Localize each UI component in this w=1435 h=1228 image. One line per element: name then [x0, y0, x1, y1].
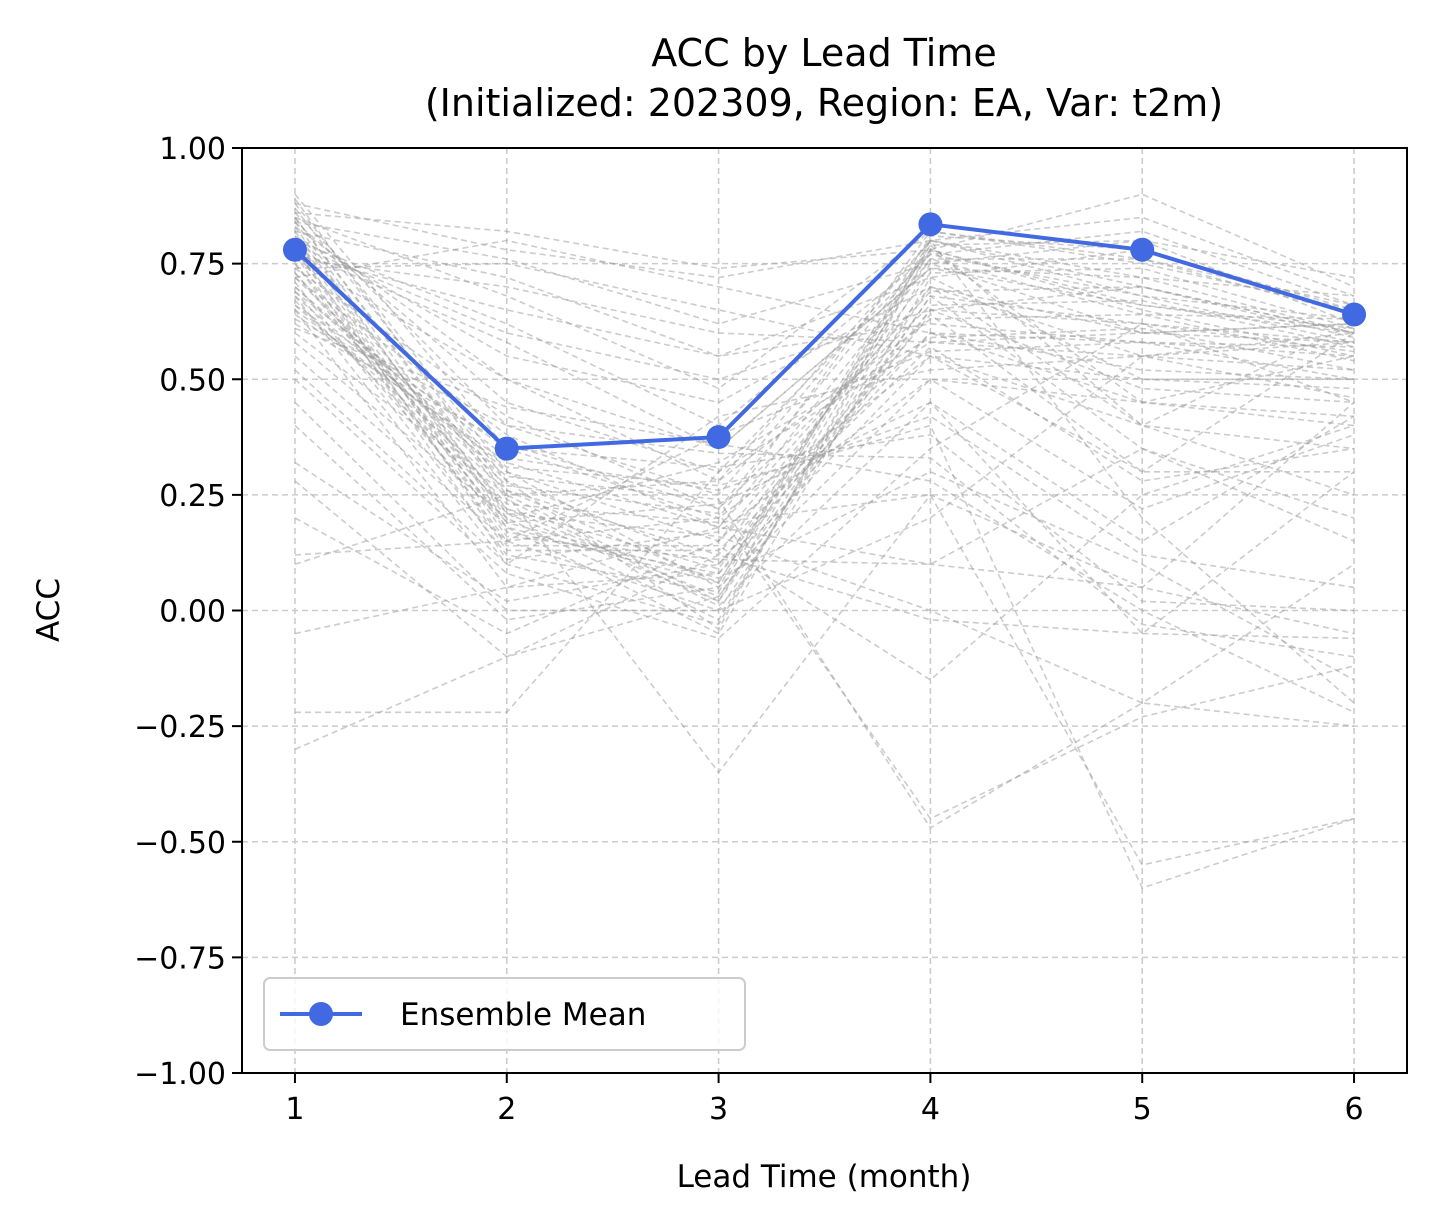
member-line-69: [294, 304, 1355, 612]
y-tick-label-4: 0.25: [159, 479, 226, 514]
y-tick-label-1: 1.00: [159, 132, 226, 167]
x-axis-label: Lead Time (month): [677, 1159, 972, 1195]
member-line-64: [294, 235, 1354, 575]
member-line-46: [294, 285, 1355, 635]
x-tick-label-6: 6: [1344, 1092, 1363, 1127]
member-line-43: [294, 355, 1355, 621]
member-line-49: [294, 526, 1355, 635]
legend-marker-swatch: [309, 1002, 333, 1026]
member-line-52: [294, 193, 1355, 288]
x-tick-label-5: 5: [1133, 1092, 1152, 1127]
member-line-36: [294, 263, 1355, 704]
member-line-15: [294, 235, 1355, 404]
y-tick-label-9: −1.00: [134, 1057, 226, 1092]
member-line-19: [294, 262, 1355, 390]
member-line-47: [294, 332, 1355, 556]
member-line-62: [294, 198, 1355, 584]
member-line-21: [294, 239, 1355, 593]
x-tick-label-2: 2: [497, 1092, 516, 1127]
x-tick-label-1: 1: [285, 1092, 304, 1127]
member-line-8: [294, 286, 1355, 543]
member-line-2: [294, 216, 1355, 603]
y-axis-label: ACC: [31, 578, 67, 642]
y-tick-label-6: −0.25: [134, 710, 226, 745]
member-line-71: [294, 327, 1355, 714]
x-tick-label-4: 4: [921, 1092, 940, 1127]
member-line-51: [294, 554, 1355, 751]
member-line-58: [294, 249, 1355, 450]
member-line-68: [294, 290, 1355, 589]
member-line-55: [294, 230, 1355, 357]
member-line-59: [294, 239, 1355, 482]
member-line-18: [294, 258, 1355, 371]
ensemble-mean-point-1: [282, 237, 307, 262]
ensemble-mean-point-3: [706, 425, 731, 450]
member-line-16: [294, 244, 1355, 381]
chart-title: ACC by Lead Time: [651, 31, 997, 75]
member-line-53: [294, 202, 1355, 297]
member-line-11: [294, 193, 1355, 519]
member-line-56: [294, 216, 1355, 390]
member-line-24: [294, 267, 1355, 556]
member-line-54: [294, 221, 1355, 325]
member-line-35: [294, 249, 1355, 681]
x-axis-ticks: 1 2 3 4 5 6: [285, 1073, 1364, 1127]
legend: Ensemble Mean: [263, 977, 746, 1051]
member-line-67: [294, 272, 1355, 543]
member-line-25: [294, 285, 1355, 529]
chart-subtitle: (Initialized: 202309, Region: EA, Var: t…: [425, 81, 1223, 125]
member-line-4: [294, 240, 1355, 598]
y-tick-label-7: −0.50: [134, 826, 226, 861]
member-line-48: [294, 401, 1355, 774]
y-tick-label-2: 0.75: [159, 248, 226, 283]
ensemble-mean-point-4: [918, 212, 943, 237]
y-tick-label-3: 0.50: [159, 363, 226, 398]
legend-box: [263, 977, 746, 1051]
ensemble-mean-line: [293, 222, 1355, 451]
y-tick-label-5: 0.00: [159, 595, 226, 630]
member-line-65: [294, 244, 1355, 552]
ensemble-mean-point-2: [494, 436, 519, 461]
ensemble-mean-point-5: [1130, 237, 1155, 262]
y-axis-ticks: 1.00 0.75 0.50 0.25 0.00 −0.25 −0.50 −0.75 −1.00: [134, 132, 242, 1092]
member-line-57: [294, 230, 1355, 427]
legend-label-ensemble-mean: Ensemble Mean: [400, 997, 646, 1033]
member-line-20: [294, 239, 1355, 418]
member-line-12: [294, 212, 1355, 496]
member-line-42: [294, 332, 1355, 612]
member-line-17: [294, 253, 1355, 357]
ensemble-members: [294, 193, 1355, 889]
member-line-10: [294, 309, 1355, 589]
member-line-14: [294, 225, 1355, 450]
member-line-27: [294, 313, 1355, 496]
ensemble-mean-series: [282, 212, 1367, 461]
x-tick-label-3: 3: [709, 1092, 728, 1127]
member-line-61: [294, 258, 1355, 529]
ensemble-mean-point-6: [1342, 302, 1367, 327]
member-line-3: [294, 230, 1355, 621]
member-line-31: [294, 207, 1355, 704]
member-line-41: [294, 322, 1355, 640]
member-line-34: [294, 240, 1355, 566]
member-line-33: [294, 226, 1355, 681]
member-line-9: [294, 248, 1355, 626]
member-line-60: [294, 248, 1355, 510]
member-line-39: [294, 295, 1355, 829]
y-tick-label-8: −0.75: [134, 941, 226, 976]
member-line-13: [294, 221, 1355, 473]
member-line-40: [294, 309, 1355, 889]
member-line-38: [294, 286, 1355, 820]
member-line-66: [294, 253, 1355, 561]
